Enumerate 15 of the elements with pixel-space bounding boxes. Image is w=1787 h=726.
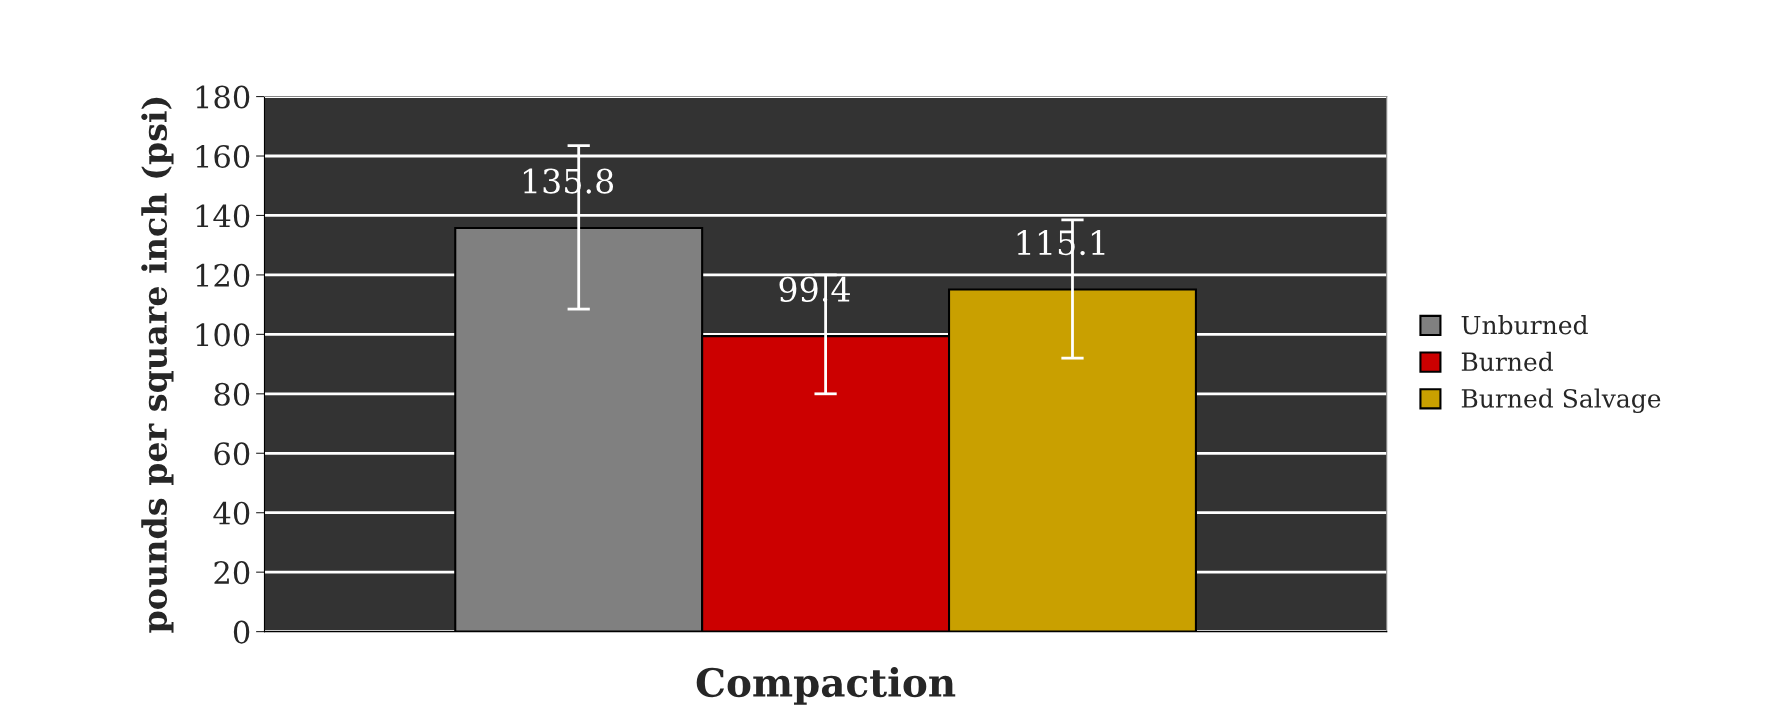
legend-label: Burned Salvage (1461, 388, 1661, 414)
y-tick-label: 100 (196, 323, 250, 347)
y-tick-label: 180 (196, 85, 250, 109)
legend-label: Burned (1461, 351, 1554, 372)
y-tick-label: 60 (214, 442, 250, 466)
y-axis-title: pounds per square inch (psi) (141, 97, 174, 633)
y-tick-label: 120 (196, 263, 250, 287)
legend-label: Unburned (1461, 315, 1588, 335)
y-tick-label: 80 (214, 382, 250, 406)
y-tick-label: 160 (196, 144, 250, 169)
y-tick-label: 140 (196, 204, 250, 228)
y-tick-label: 20 (214, 561, 250, 585)
y-tick-label: 40 (213, 501, 250, 525)
y-tick-label: 0 (233, 620, 250, 644)
x-axis-title: Compaction (696, 667, 956, 705)
